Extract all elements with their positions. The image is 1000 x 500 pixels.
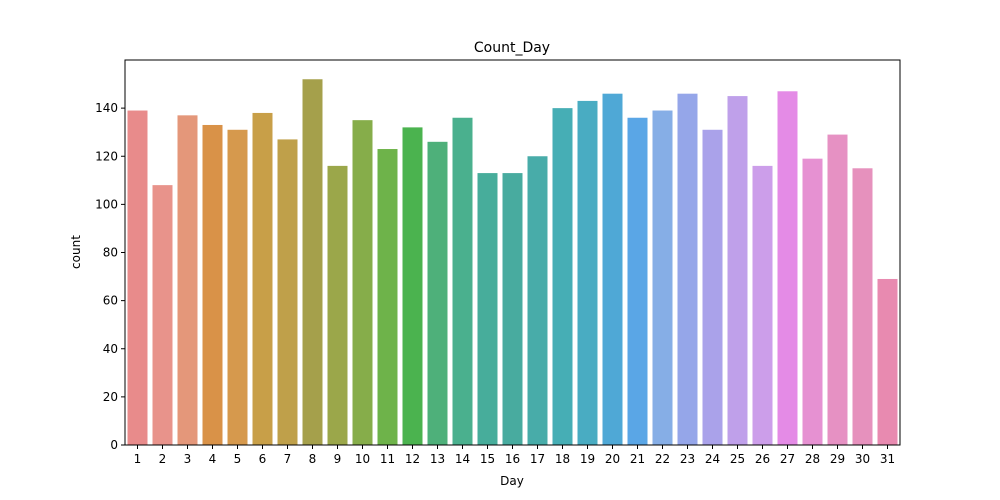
- x-tick-label: 16: [505, 452, 520, 466]
- bar-day-19: [577, 100, 598, 445]
- x-tick-label: 9: [334, 452, 342, 466]
- bar-day-22: [652, 110, 673, 445]
- y-tick-label: 40: [103, 342, 118, 356]
- x-tick-label: 26: [755, 452, 770, 466]
- bar-day-2: [152, 185, 173, 446]
- y-axis-label: count: [69, 235, 83, 269]
- bar-day-23: [677, 93, 698, 445]
- bar-day-24: [702, 129, 723, 445]
- bar-day-5: [227, 129, 248, 445]
- plot-frame: [124, 59, 901, 446]
- bar-day-15: [477, 173, 498, 445]
- bar-day-10: [352, 120, 373, 445]
- bar-day-26: [752, 165, 773, 446]
- bar-day-1: [127, 110, 148, 445]
- y-tick-label: 80: [103, 246, 118, 260]
- x-tick-label: 19: [580, 452, 595, 466]
- x-tick-label: 21: [630, 452, 645, 466]
- x-tick-label: 28: [805, 452, 820, 466]
- x-tick-label: 18: [555, 452, 570, 466]
- bar-day-28: [802, 158, 823, 445]
- x-tick-label: 17: [530, 452, 545, 466]
- bar-day-16: [502, 173, 523, 445]
- x-tick-label: 30: [855, 452, 870, 466]
- x-tick-label: 24: [705, 452, 720, 466]
- bar-day-9: [327, 165, 348, 446]
- x-tick-label: 23: [680, 452, 695, 466]
- x-tick-label: 14: [455, 452, 470, 466]
- y-tick-label: 120: [95, 149, 118, 163]
- bar-day-3: [177, 115, 198, 445]
- x-tick-label: 27: [780, 452, 795, 466]
- bar-day-27: [777, 91, 798, 445]
- x-tick-label: 5: [234, 452, 242, 466]
- x-tick-label: 22: [655, 452, 670, 466]
- x-tick-label: 29: [830, 452, 845, 466]
- x-tick-label: 6: [259, 452, 267, 466]
- x-tick-label: 10: [355, 452, 370, 466]
- bar-day-29: [827, 134, 848, 445]
- x-tick-label: 11: [380, 452, 395, 466]
- x-tick-label: 13: [430, 452, 445, 466]
- x-tick-label: 12: [405, 452, 420, 466]
- chart-title: Count_Day: [474, 40, 550, 56]
- y-tick-label: 100: [95, 197, 118, 211]
- bar-day-17: [527, 156, 548, 445]
- bar-day-13: [427, 141, 448, 445]
- x-tick-label: 8: [309, 452, 317, 466]
- x-tick-label: 15: [480, 452, 495, 466]
- bar-day-8: [302, 79, 323, 445]
- bar-day-18: [552, 108, 573, 446]
- x-tick-label: 7: [284, 452, 292, 466]
- x-tick-label: 25: [730, 452, 745, 466]
- y-tick-label: 20: [103, 390, 118, 404]
- y-axis: 0 20 40 60 80 100 120 140: [95, 101, 125, 452]
- x-tick-label: 20: [605, 452, 620, 466]
- bar-day-11: [377, 149, 398, 445]
- x-axis: 1 2 3 4 5 6 7 8 9 10 11 12 13 14 15 16 17 18 19 20 21 22 23 24 2…: [134, 445, 895, 466]
- y-tick-label: 60: [103, 294, 118, 308]
- x-axis-label: Day: [500, 474, 524, 488]
- bars-group: [127, 79, 898, 446]
- bar-day-6: [252, 112, 273, 445]
- bar-day-12: [402, 127, 423, 446]
- x-tick-label: 31: [880, 452, 895, 466]
- bar-day-4: [202, 124, 223, 445]
- x-tick-label: 1: [134, 452, 142, 466]
- x-tick-label: 3: [184, 452, 192, 466]
- x-tick-label: 2: [159, 452, 167, 466]
- x-tick-label: 4: [209, 452, 217, 466]
- bar-day-30: [852, 168, 873, 445]
- bar-day-31: [877, 278, 898, 445]
- y-tick-label: 140: [95, 101, 118, 115]
- bar-day-21: [627, 117, 648, 445]
- bar-day-7: [277, 139, 298, 445]
- bar-day-14: [452, 117, 473, 445]
- bar-day-20: [602, 93, 623, 445]
- y-tick-label: 0: [110, 438, 118, 452]
- bar-day-25: [727, 96, 748, 445]
